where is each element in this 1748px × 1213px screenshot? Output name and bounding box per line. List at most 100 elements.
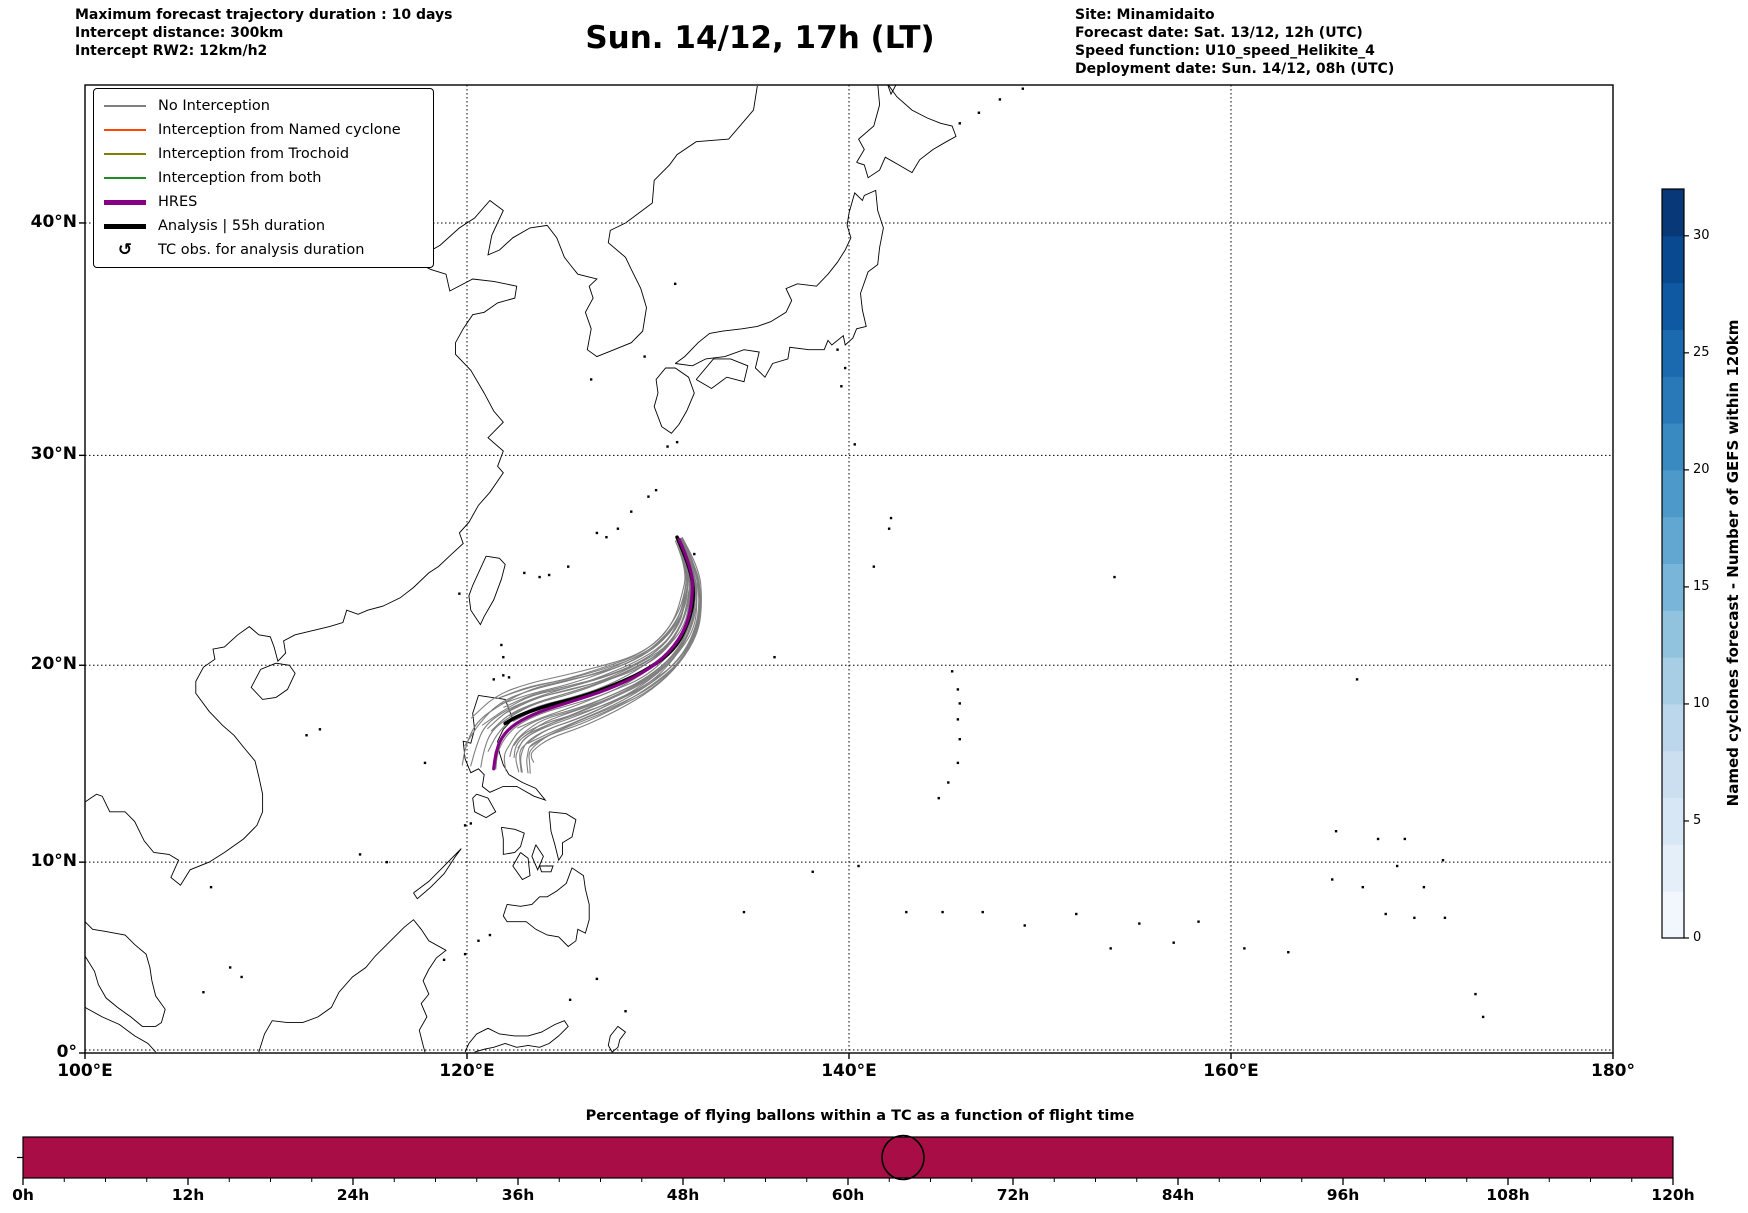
legend: No Interception Interception from Named c… [93, 88, 434, 268]
island-dot [1474, 992, 1477, 996]
bottom-tick-label: 84h [1161, 1186, 1195, 1204]
island-dot [872, 565, 876, 568]
bottom-tick-label: 96h [1326, 1186, 1360, 1204]
ensemble-trajectory [515, 538, 698, 773]
island-dot [811, 870, 814, 873]
colorbar-tick-label: 5 [1693, 812, 1702, 828]
island-dot [647, 495, 650, 498]
island-dot [1395, 864, 1399, 868]
island-dot [463, 952, 467, 956]
island-dot [209, 885, 213, 889]
coastline-path [512, 852, 531, 881]
coastline-path [856, 85, 957, 179]
island-dot [492, 678, 495, 681]
legend-item: Analysis | 55h duration [100, 215, 427, 238]
x-tick-label: 120°E [439, 1061, 495, 1081]
y-tick-label: 0° [56, 1042, 77, 1062]
y-tick-label: 40°N [30, 211, 77, 232]
ensemble-trajectory [461, 539, 689, 766]
colorbar-tick-label: 30 [1693, 227, 1710, 243]
y-tick-label: 20°N [30, 654, 77, 675]
legend-item: No Interception [100, 94, 427, 117]
colorbar-bin [1662, 423, 1684, 471]
island-dot [773, 655, 776, 659]
island-dot [947, 781, 950, 784]
colorbar-tick-label: 20 [1693, 461, 1710, 477]
coastline-path [464, 1020, 569, 1053]
island-dot [385, 860, 388, 864]
x-tick-label: 180° [1591, 1061, 1635, 1081]
legend-item-label: No Interception [158, 97, 270, 114]
colorbar [1661, 188, 1689, 939]
bottom-tick-label: 48h [666, 1186, 700, 1204]
island-dot [616, 527, 620, 530]
coastline-path [258, 919, 447, 1053]
coastline-path [500, 826, 525, 855]
colorbar-label: Named cyclones forecast - Number of GEFS… [1724, 319, 1742, 807]
island-dot [538, 575, 541, 579]
coastline-path [653, 367, 695, 434]
island-dot [1021, 87, 1025, 90]
header-info-line: Site: Minamidaito [1075, 7, 1215, 23]
island-dot [523, 571, 526, 575]
coastline-path [607, 1025, 627, 1053]
island-dot [469, 822, 473, 825]
island-dot [228, 966, 232, 969]
y-tick-label: 10°N [30, 851, 77, 872]
bottom-tick-label: 120h [1651, 1186, 1695, 1204]
legend-line-swatch [104, 177, 146, 179]
island-dot [1376, 837, 1380, 841]
legend-item-label: Interception from both [158, 170, 322, 186]
island-dot [1361, 885, 1364, 889]
bottom-chart [17, 1134, 1674, 1185]
island-dot [568, 998, 572, 1002]
coastline-path [887, 85, 897, 96]
legend-item-label: Analysis | 55h duration [158, 218, 326, 235]
ensemble-trajectory [470, 540, 686, 719]
ensemble-trajectory [530, 537, 702, 763]
header-left-info: Maximum forecast trajectory duration : 1… [75, 6, 452, 60]
island-dot [958, 702, 961, 705]
graticule [85, 85, 1613, 1053]
island-dot [1243, 947, 1246, 950]
colorbar-tick-label: 25 [1693, 344, 1710, 360]
island-dot [889, 516, 893, 520]
island-dot [887, 527, 891, 530]
island-dot [589, 378, 593, 381]
header-info-line: Intercept RW2: 12km/h2 [75, 43, 268, 59]
colorbar-bin [1662, 844, 1684, 892]
colorbar-frame [1661, 188, 1685, 939]
island-dot [1384, 912, 1387, 916]
island-dot [442, 958, 446, 962]
island-dot [956, 761, 960, 765]
island-dot [666, 445, 669, 448]
legend-line-swatch [104, 128, 146, 131]
island-dot [977, 111, 981, 114]
island-dot [458, 592, 461, 595]
island-dot [1481, 1015, 1485, 1019]
colorbar-bin [1662, 891, 1684, 939]
legend-item: HRES [100, 191, 427, 214]
island-dot [998, 98, 1002, 101]
bottom-tick-label: 12h [171, 1186, 205, 1204]
coastline-path [85, 85, 758, 886]
island-dot [981, 910, 984, 914]
cyclone-obs-icon: ↺ [117, 239, 133, 260]
colorbar-bin [1662, 469, 1684, 518]
island-dot [507, 676, 511, 679]
coastline-path [472, 793, 497, 819]
bottom-tick-label: 24h [336, 1186, 370, 1204]
island-dot [305, 734, 308, 737]
colorbar-bin [1662, 235, 1684, 284]
highlight-circle [881, 1134, 925, 1181]
coastline-path [548, 811, 577, 862]
legend-item-label: TC obs. for analysis duration [158, 242, 365, 259]
bottom-tick-label: 60h [831, 1186, 865, 1204]
island-dot [502, 674, 505, 677]
ensemble-trajectory [490, 539, 691, 732]
legend-item: Interception from Trochoid [100, 142, 427, 165]
island-dot [1075, 912, 1078, 916]
coastline-path [539, 865, 554, 873]
island-dot [693, 552, 696, 556]
